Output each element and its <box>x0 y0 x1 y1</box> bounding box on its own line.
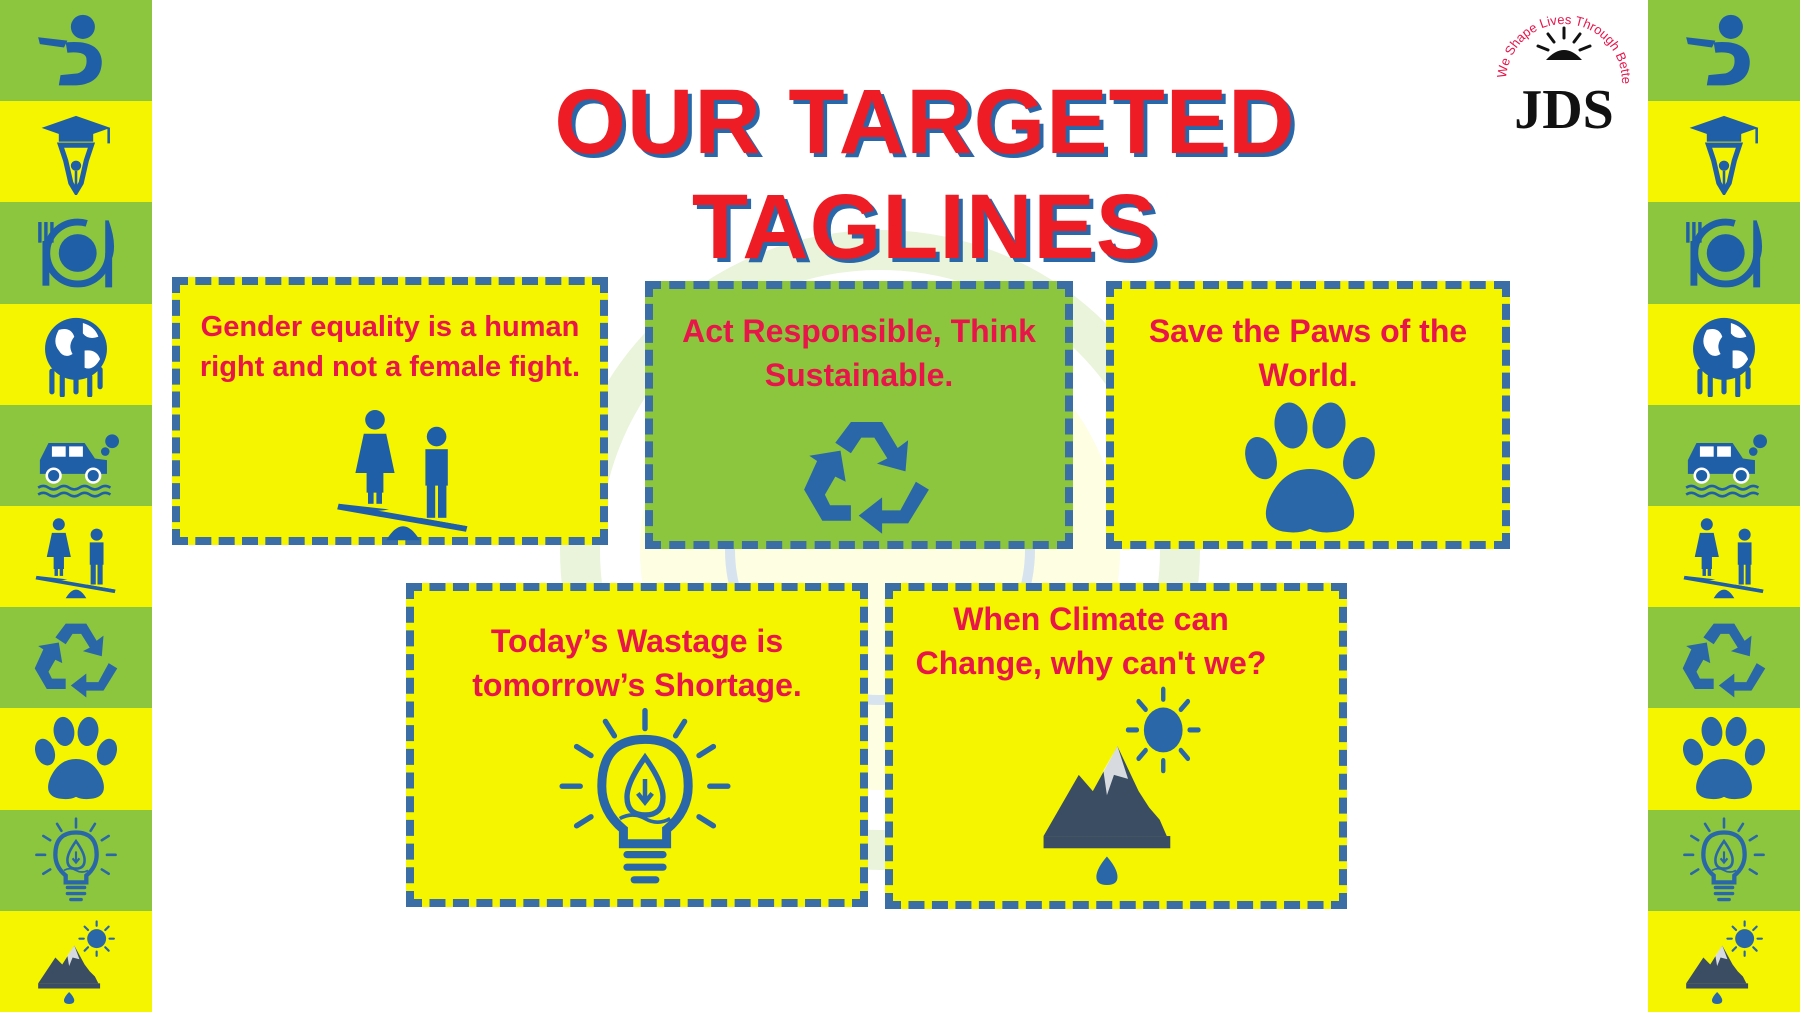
strip-cell <box>1648 101 1800 203</box>
hunger-icon <box>1681 8 1767 94</box>
tagline-card-gender: Gender equality is a human right and not… <box>172 277 608 545</box>
globe-icon <box>1681 311 1767 397</box>
education-icon <box>33 109 119 195</box>
strip-cell <box>0 101 152 203</box>
strip-cell <box>0 607 152 709</box>
recycle-icon <box>33 615 119 701</box>
strip-cell <box>1648 404 1800 506</box>
strip-cell <box>0 202 152 304</box>
tagline-text: When Climate can Change, why can't we? <box>915 601 1267 681</box>
gender-balance-icon <box>1681 514 1767 600</box>
strip-cell <box>1648 809 1800 911</box>
strip-cell <box>1648 607 1800 709</box>
strip-cell <box>0 404 152 506</box>
tagline-text: Gender equality is a human right and not… <box>199 311 581 383</box>
strip-cell <box>1648 505 1800 608</box>
tagline-card-climate: When Climate can Change, why can't we? <box>885 583 1347 909</box>
climate-mountain-icon <box>1033 681 1209 885</box>
sun-rays-icon <box>1536 26 1592 52</box>
food-icon <box>33 210 119 296</box>
strip-cell <box>0 505 152 608</box>
recycle-icon <box>1681 615 1767 701</box>
strip-cell <box>0 910 152 1012</box>
strip-cell <box>1648 910 1800 1012</box>
hunger-icon <box>33 8 119 94</box>
school-logo: We Shape Lives Through Better Education … <box>1478 2 1634 141</box>
lightbulb-water-icon <box>33 817 119 903</box>
strip-cell <box>0 0 152 102</box>
climate-mountain-icon <box>33 918 119 1004</box>
left-decorative-strip <box>0 0 152 1012</box>
tagline-card-paws: Save the Paws of the World. <box>1106 281 1510 549</box>
car-pollution-icon <box>33 412 119 498</box>
tagline-card-wastage: Today’s Wastage is tomorrow’s Shortage. <box>406 583 868 907</box>
right-decorative-strip <box>1648 0 1800 1012</box>
logo-slogan: We Shape Lives Through Better Education <box>1478 2 1634 84</box>
strip-cell <box>1648 303 1800 405</box>
gender-balance-icon <box>308 403 498 543</box>
strip-cell <box>0 303 152 405</box>
recycle-icon <box>799 409 934 539</box>
tagline-card-sustainable: Act Responsible, Think Sustainable. <box>645 281 1073 549</box>
food-icon <box>1681 210 1767 296</box>
strip-cell <box>1648 202 1800 304</box>
tagline-text: Act Responsible, Think Sustainable. <box>682 313 1036 393</box>
tagline-text: Save the Paws of the World. <box>1148 313 1468 393</box>
gender-balance-icon <box>33 514 119 600</box>
page-title: OUR TARGETED TAGLINES <box>554 71 1296 278</box>
education-icon <box>1681 109 1767 195</box>
car-pollution-icon <box>1681 412 1767 498</box>
lightbulb-water-icon <box>552 707 738 887</box>
globe-icon <box>33 311 119 397</box>
paw-icon <box>1681 716 1767 802</box>
strip-cell <box>0 708 152 810</box>
logo-letters: JDS <box>1514 79 1614 141</box>
tagline-text: Today’s Wastage is tomorrow’s Shortage. <box>472 623 802 703</box>
paw-icon <box>33 716 119 802</box>
strip-cell <box>1648 0 1800 102</box>
strip-cell <box>1648 708 1800 810</box>
lightbulb-water-icon <box>1681 817 1767 903</box>
climate-mountain-icon <box>1681 918 1767 1004</box>
paw-icon <box>1240 401 1380 537</box>
strip-cell <box>0 809 152 911</box>
